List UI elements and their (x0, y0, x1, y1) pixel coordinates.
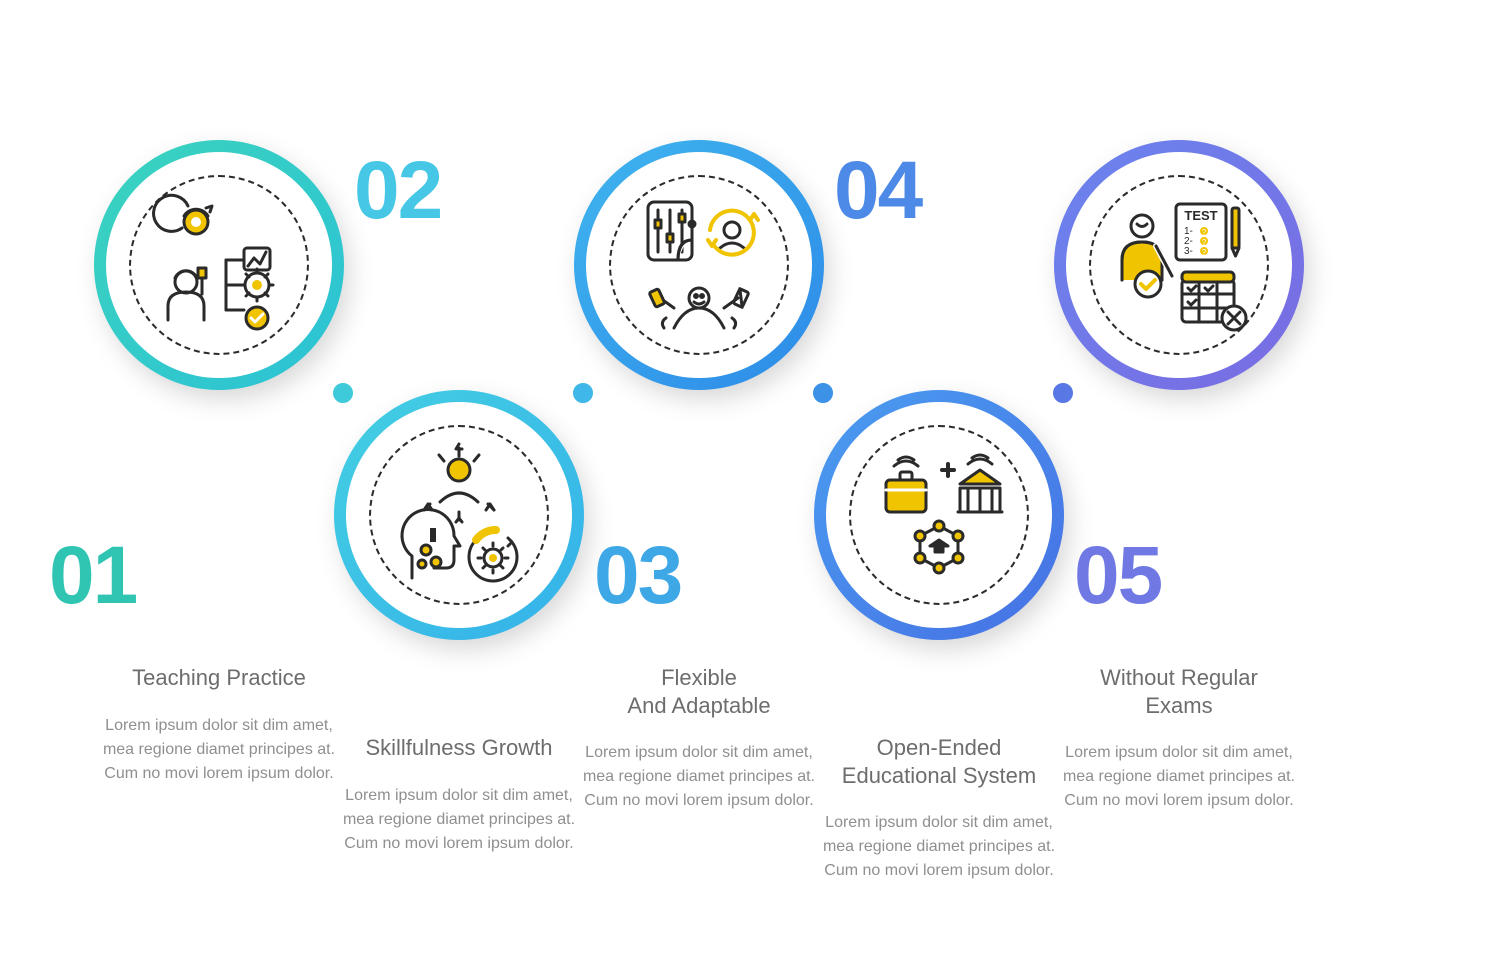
svg-text:?: ? (1202, 248, 1207, 257)
infographic-stage: 01 Teaching Practice Lorem ipsum dolor s… (94, 40, 1414, 940)
connector-dot-4 (1048, 378, 1078, 408)
step-circle (334, 390, 584, 640)
step-title: FlexibleAnd Adaptable (574, 664, 824, 719)
step-body: Lorem ipsum dolor sit dim amet, mea regi… (814, 811, 1064, 883)
step-body: Lorem ipsum dolor sit dim amet, mea regi… (94, 714, 344, 786)
step-number-1: 01 (49, 535, 136, 617)
svg-text:TEST: TEST (1184, 208, 1217, 223)
step-number-3: 03 (594, 535, 681, 617)
svg-text:?: ? (1202, 238, 1207, 247)
connector-dot-3 (808, 378, 838, 408)
step-5: TEST 1- 2- 3- ? ? ? (1054, 140, 1304, 390)
step-title: Open-EndedEducational System (814, 734, 1064, 789)
step-icon: TEST 1- 2- 3- ? ? ? (1104, 190, 1254, 340)
step-icon (624, 190, 774, 340)
step-number-4: 04 (834, 150, 921, 232)
step-number-5: 05 (1074, 535, 1161, 617)
step-body: Lorem ipsum dolor sit dim amet, mea regi… (574, 741, 824, 813)
step-text-3: FlexibleAnd Adaptable Lorem ipsum dolor … (574, 650, 824, 813)
step-circle (814, 390, 1064, 640)
step-circle (94, 140, 344, 390)
step-text-2: Skillfulness Growth Lorem ipsum dolor si… (334, 720, 584, 856)
step-body: Lorem ipsum dolor sit dim amet, mea regi… (334, 784, 584, 856)
step-2 (334, 390, 584, 640)
step-icon (384, 440, 534, 590)
step-text-4: Open-EndedEducational System Lorem ipsum… (814, 720, 1064, 883)
step-circle (574, 140, 824, 390)
step-body: Lorem ipsum dolor sit dim amet, mea regi… (1054, 741, 1304, 813)
step-3 (574, 140, 824, 390)
step-text-1: Teaching Practice Lorem ipsum dolor sit … (94, 650, 344, 786)
step-title: Without RegularExams (1054, 664, 1304, 719)
step-1 (94, 140, 344, 390)
connector-dot-2 (568, 378, 598, 408)
step-title: Teaching Practice (94, 664, 344, 692)
step-circle: TEST 1- 2- 3- ? ? ? (1054, 140, 1304, 390)
step-4 (814, 390, 1064, 640)
step-icon (144, 190, 294, 340)
step-title: Skillfulness Growth (334, 734, 584, 762)
connector-dot-1 (328, 378, 358, 408)
svg-text:?: ? (1202, 228, 1207, 237)
svg-text:3-: 3- (1184, 246, 1193, 257)
step-icon (864, 440, 1014, 590)
step-number-2: 02 (354, 150, 441, 232)
step-text-5: Without RegularExams Lorem ipsum dolor s… (1054, 650, 1304, 813)
